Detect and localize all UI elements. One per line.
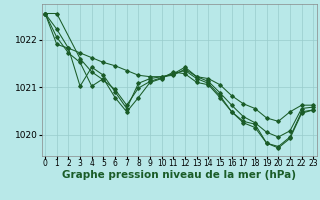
X-axis label: Graphe pression niveau de la mer (hPa): Graphe pression niveau de la mer (hPa) [62, 170, 296, 180]
